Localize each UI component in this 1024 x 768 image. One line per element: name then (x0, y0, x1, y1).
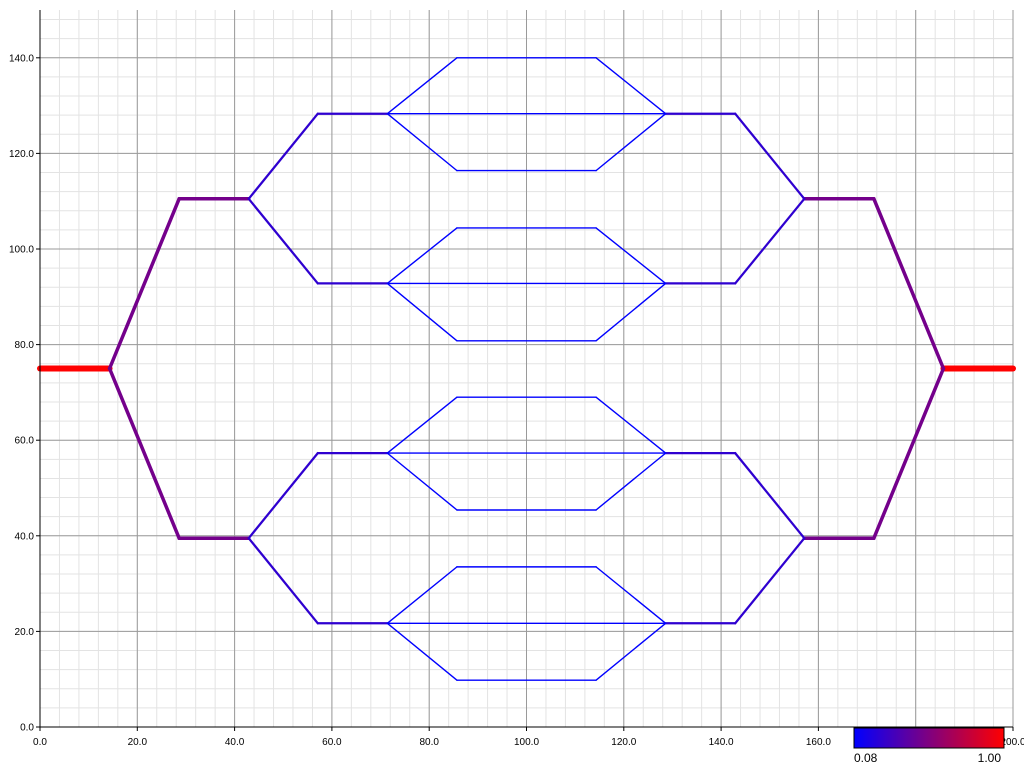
y-tick-label: 100.0 (9, 245, 34, 256)
y-axis-ticks: 0.0 20.0 40.0 60.0 80.0 100.0 120.0 140.0 (9, 53, 40, 734)
x-tick-label: 160.0 (806, 737, 831, 748)
flow-segment (734, 112, 806, 200)
x-tick-label: 40.0 (225, 737, 245, 748)
flow-segment (734, 197, 806, 285)
x-axis-ticks: 0.0 20.0 40.0 60.0 80.0 100.0 120.0 140.0 160.0 2… (33, 727, 1024, 748)
flow-segment (595, 452, 667, 511)
y-tick-label: 120.0 (9, 149, 34, 160)
colorbar-max-label: 1.00 (978, 751, 1002, 765)
colorbar-min-label: 0.08 (854, 751, 878, 765)
flow-segment (386, 622, 458, 681)
x-tick-label: 80.0 (419, 737, 439, 748)
flow-segment (386, 396, 458, 454)
flow-segment (247, 112, 319, 200)
flow-segment (872, 197, 946, 371)
x-tick-label: 100.0 (514, 737, 539, 748)
flow-segment (386, 566, 458, 624)
flow-segment (386, 227, 458, 285)
x-tick-label: 200.0 (1000, 737, 1024, 748)
y-tick-label: 140.0 (9, 53, 34, 64)
flow-segment (734, 537, 806, 625)
flow-segment (247, 537, 319, 625)
y-tick-label: 60.0 (15, 436, 35, 447)
y-tick-label: 80.0 (15, 340, 35, 351)
flow-segment (595, 566, 667, 624)
flow-segments (37, 57, 1016, 681)
x-tick-label: 60.0 (322, 737, 342, 748)
flow-segment (595, 113, 667, 172)
flow-segment (595, 282, 667, 342)
flow-segment (386, 113, 458, 172)
flow-segment (734, 451, 806, 540)
x-tick-label: 120.0 (611, 737, 636, 748)
flow-segment (386, 57, 458, 115)
y-tick-label: 0.0 (20, 723, 34, 734)
flow-segment (595, 227, 667, 285)
flow-segment (386, 452, 458, 511)
flow-segment (595, 57, 667, 115)
y-tick-label: 20.0 (15, 627, 35, 638)
colorbar-gradient (853, 727, 1005, 749)
x-tick-label: 20.0 (128, 737, 148, 748)
flow-segment (107, 366, 181, 540)
flow-segment (247, 197, 319, 285)
x-tick-label: 140.0 (709, 737, 734, 748)
x-tick-label: 0.0 (33, 737, 47, 748)
major-gridlines (39, 10, 1014, 728)
flow-segment (386, 282, 458, 342)
colorbar: 0.08 1.00 (853, 727, 1005, 765)
flow-segment (247, 451, 319, 540)
flow-segment (595, 622, 667, 681)
flow-segment (872, 366, 946, 540)
flow-segment (595, 396, 667, 454)
flow-segment (107, 197, 181, 371)
y-tick-label: 40.0 (15, 531, 35, 542)
